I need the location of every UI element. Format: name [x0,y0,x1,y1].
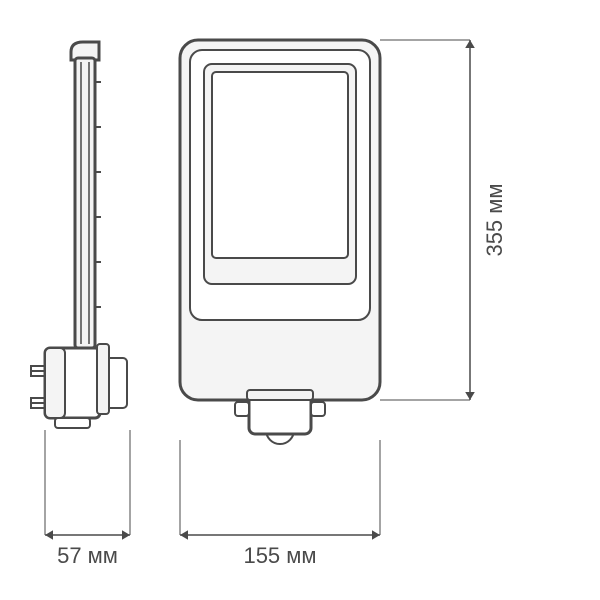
dim-height-label: 355 мм [482,183,507,256]
dim-depth-label: 57 мм [57,543,118,568]
dim-width-label: 155 мм [243,543,316,568]
side-body [75,58,95,348]
